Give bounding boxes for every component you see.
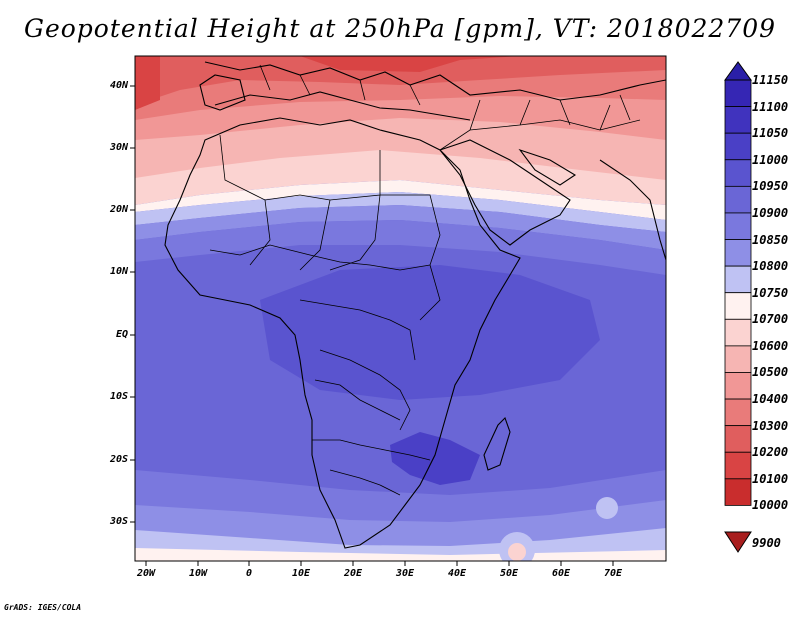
persian-gulf: [518, 148, 577, 186]
colorbar-box: [724, 159, 752, 187]
lat-label-40n: 40N: [109, 80, 128, 91]
colorbar-box: [724, 106, 752, 134]
colorbar-box: [724, 292, 752, 320]
lon-label-10w: 10W: [188, 568, 208, 579]
colorbar-box: [724, 239, 752, 267]
lon-label-10e: 10E: [291, 568, 311, 579]
colorbar-label: 10800: [752, 259, 789, 274]
madagascar: [483, 416, 511, 471]
colorbar-label: 10300: [752, 418, 789, 433]
colorbar-box: [724, 372, 752, 400]
colorbar-label: 11050: [752, 126, 789, 141]
colorbar-box: [724, 451, 752, 480]
colorbar-box: [724, 318, 752, 347]
country-borders: [209, 64, 641, 496]
colorbar-label: 10200: [752, 445, 789, 460]
colorbar-label: 10750: [752, 285, 789, 300]
lat-label-20s: 20S: [109, 454, 128, 465]
colorbar-box: [724, 265, 752, 294]
band-s-10700: [135, 548, 666, 561]
border-sahara-2: [249, 194, 381, 271]
colorbar-label: 10000: [752, 498, 789, 513]
colorbar-box: [724, 478, 752, 506]
lon-label-70e: 70E: [603, 568, 623, 579]
colorbar-label: 10950: [752, 179, 789, 194]
colorbar-box: [724, 398, 752, 427]
colorbar-label: 11100: [752, 99, 789, 114]
colorbar-box: [724, 185, 752, 214]
lat-label-10s: 10S: [109, 391, 128, 402]
band-10100: [135, 56, 520, 110]
colorbar-label: 10900: [752, 205, 789, 220]
mediterranean-north: [214, 91, 471, 121]
border-central: [299, 299, 416, 361]
indian-coast: [599, 159, 666, 261]
lon-label-50e: 50E: [499, 568, 519, 579]
lat-label-eq: EQ: [115, 329, 128, 340]
lon-label-20e: 20E: [343, 568, 363, 579]
colorbar-label: 10850: [752, 232, 789, 247]
lat-label-30s: 30S: [109, 516, 128, 527]
band-10700: [135, 180, 666, 220]
colorbar-box: [724, 79, 752, 107]
band-10850: [135, 220, 666, 275]
border-south-1: [314, 379, 401, 421]
lon-label-0: 0: [245, 568, 253, 579]
band-10950: [260, 265, 600, 400]
border-middle-east: [439, 99, 641, 151]
arabia-coast: [439, 139, 571, 246]
colorbar-label: 11000: [752, 152, 789, 167]
border-south-3: [329, 469, 401, 496]
lon-label-60e: 60E: [551, 568, 571, 579]
colorbar-label: 10400: [752, 392, 789, 407]
iberia: [199, 74, 246, 111]
colorbar-box: [724, 345, 752, 373]
low-center-core: [508, 543, 526, 561]
colorbar-box: [724, 132, 752, 161]
band-11000: [390, 432, 480, 485]
credit-text: GrADS: IGES/COLA: [4, 603, 82, 612]
colorbar-label: 10700: [752, 312, 789, 327]
lat-label-20n: 20N: [109, 204, 128, 215]
lon-label-40e: 40E: [447, 568, 467, 579]
lon-label-20w: 20W: [136, 568, 156, 579]
colorbar-top-arrow: [724, 61, 752, 81]
colorbar-label: 10500: [752, 365, 789, 380]
colorbar-label: 10100: [752, 471, 789, 486]
colorbar-bottom-arrow: [724, 531, 752, 553]
colorbar-label: 11150: [752, 73, 789, 87]
band-10800: [135, 205, 666, 250]
border-south-2: [312, 439, 431, 461]
border-europe: [259, 64, 631, 126]
border-congo: [319, 349, 411, 431]
band-10750: [135, 192, 666, 232]
colorbar-box: [724, 212, 752, 240]
border-sahel: [209, 244, 431, 271]
border-east: [380, 194, 441, 321]
map-title: Geopotential Height at 250hPa [gpm], VT:…: [23, 14, 777, 43]
local-max-southeast: [596, 497, 618, 519]
lat-label-30n: 30N: [109, 142, 128, 153]
colorbar-label: 9900: [752, 536, 781, 550]
lat-label-10n: 10N: [109, 266, 128, 277]
axis-ticks: [130, 85, 614, 566]
colorbar-box: [724, 425, 752, 453]
map-frame: [134, 55, 667, 562]
colorbar-label: 10600: [752, 338, 789, 353]
lon-label-30e: 30E: [395, 568, 415, 579]
